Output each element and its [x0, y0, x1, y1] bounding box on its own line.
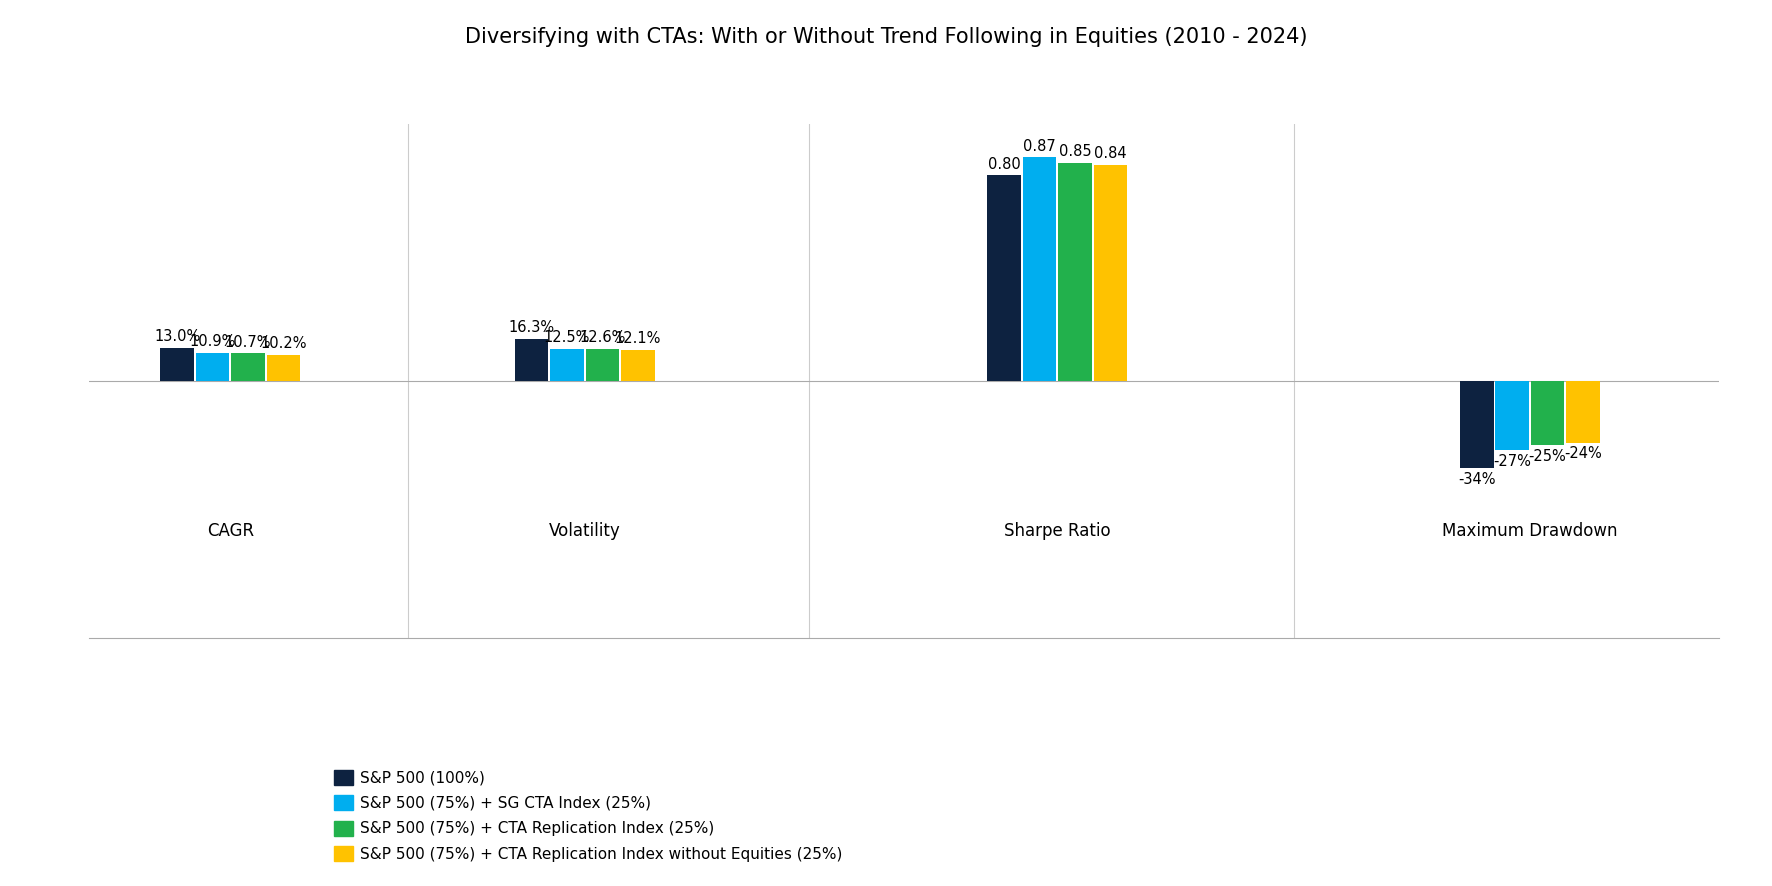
Text: -25%: -25%	[1529, 449, 1566, 464]
Legend: S&P 500 (100%), S&P 500 (75%) + SG CTA Index (25%), S&P 500 (75%) + CTA Replicat: S&P 500 (100%), S&P 500 (75%) + SG CTA I…	[326, 762, 851, 869]
Text: 12.1%: 12.1%	[615, 331, 661, 346]
Bar	[1058, 163, 1092, 381]
Bar	[1566, 381, 1600, 443]
Text: 10.9%: 10.9%	[190, 334, 236, 349]
Text: 12.5%: 12.5%	[544, 330, 590, 345]
Bar	[161, 347, 195, 381]
Bar	[266, 354, 301, 381]
Text: Volatility: Volatility	[549, 523, 620, 540]
Text: 0.85: 0.85	[1058, 144, 1092, 159]
Bar	[622, 350, 656, 381]
Bar	[197, 353, 230, 381]
Text: 10.2%: 10.2%	[260, 336, 307, 351]
Bar	[516, 339, 549, 381]
Bar	[987, 175, 1021, 381]
Bar	[1531, 381, 1565, 446]
Text: -24%: -24%	[1565, 447, 1602, 462]
Text: Diversifying with CTAs: With or Without Trend Following in Equities (2010 - 2024: Diversifying with CTAs: With or Without …	[464, 27, 1308, 47]
Text: 12.6%: 12.6%	[579, 330, 626, 345]
Bar	[1093, 165, 1127, 381]
Text: 0.87: 0.87	[1022, 138, 1056, 153]
Text: Maximum Drawdown: Maximum Drawdown	[1442, 523, 1618, 540]
Text: 16.3%: 16.3%	[509, 320, 555, 335]
Bar	[551, 349, 585, 381]
Text: 13.0%: 13.0%	[154, 329, 200, 344]
Bar	[1496, 381, 1529, 450]
Bar	[230, 354, 266, 381]
Text: CAGR: CAGR	[207, 523, 253, 540]
Bar	[587, 348, 620, 381]
Text: Sharpe Ratio: Sharpe Ratio	[1005, 523, 1111, 540]
Text: 0.80: 0.80	[987, 157, 1021, 172]
Text: -27%: -27%	[1494, 455, 1531, 470]
Bar	[1022, 158, 1056, 381]
Text: 0.84: 0.84	[1093, 146, 1127, 161]
Text: 10.7%: 10.7%	[225, 335, 271, 350]
Text: -34%: -34%	[1458, 472, 1496, 487]
Bar	[1460, 381, 1494, 469]
